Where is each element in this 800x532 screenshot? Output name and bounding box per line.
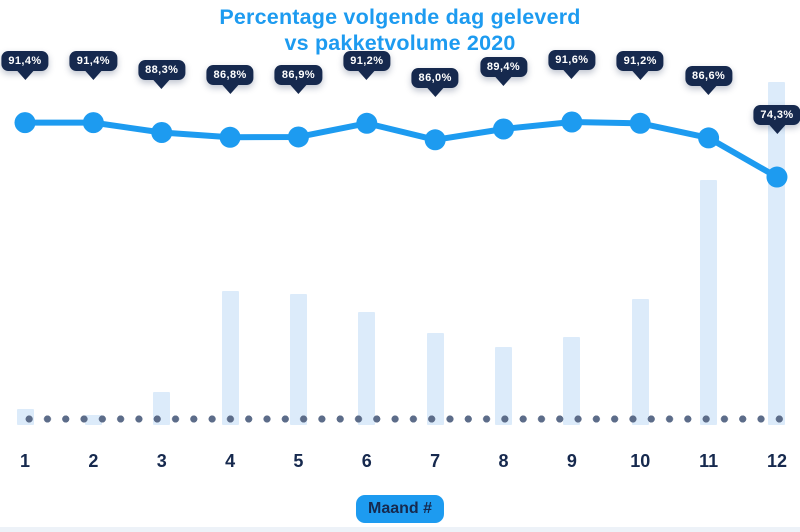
month-label-9: 9: [566, 451, 577, 471]
data-point-month-7: [424, 129, 446, 151]
data-point-month-6: [356, 112, 378, 134]
volume-bar-month-6: [358, 312, 376, 425]
value-tooltip-month-12: 74,3%: [753, 105, 800, 125]
month-label-1: 1: [19, 451, 31, 471]
value-tooltip-month-11: 86,6%: [684, 65, 733, 86]
data-point-month-3: [151, 121, 173, 143]
data-point-month-11: [698, 127, 720, 149]
percentage-polyline: [22, 119, 780, 181]
data-point-month-9: [561, 111, 583, 133]
volume-bar-month-8: [495, 347, 513, 425]
month-label-7: 7: [430, 451, 441, 471]
data-point-month-1: [14, 112, 36, 134]
value-tooltip-month-6: 91,2%: [343, 51, 391, 72]
dotted-baseline: [20, 415, 786, 423]
data-point-month-4: [219, 126, 241, 148]
month-label-5: 5: [293, 451, 304, 471]
data-point-month-12: [766, 166, 788, 188]
data-point-month-8: [493, 118, 515, 140]
month-label-10: 10: [630, 451, 651, 471]
volume-bar-month-5: [289, 293, 307, 425]
value-tooltip-month-9: 91,6%: [548, 50, 596, 70]
value-tooltip-month-1: 91,4%: [1, 50, 49, 71]
chart-title-line1: Percentage volgende dag geleverd: [219, 5, 581, 29]
value-tooltip-month-7: 86,0%: [411, 67, 459, 88]
month-label-11: 11: [699, 451, 719, 471]
value-tooltip-month-10: 91,2%: [616, 51, 664, 72]
month-label-3: 3: [156, 451, 167, 471]
month-label-4: 4: [225, 451, 236, 471]
value-tooltip-month-3: 88,3%: [138, 60, 186, 81]
bottom-strip: [0, 527, 800, 532]
month-axis-badge: Maand #: [355, 495, 445, 523]
data-point-month-2: [82, 112, 104, 134]
value-tooltip-month-4: 86,8%: [206, 65, 254, 86]
volume-bar-month-9: [563, 336, 581, 425]
month-label-6: 6: [361, 451, 372, 471]
month-label-8: 8: [498, 451, 509, 471]
month-label-12: 12: [766, 451, 787, 471]
value-tooltip-month-8: 89,4%: [479, 56, 528, 77]
value-tooltip-month-2: 91,4%: [69, 50, 117, 71]
volume-bar-month-4: [221, 290, 239, 425]
month-label-2: 2: [88, 451, 99, 471]
value-tooltip-month-5: 86,9%: [274, 64, 323, 85]
volume-bar-month-7: [426, 333, 444, 425]
volume-bar-month-11: [700, 180, 718, 425]
chart-title: Percentage volgende dag geleverd vs pakk…: [0, 4, 800, 56]
chart-title-line2: vs pakketvolume 2020: [284, 31, 516, 55]
data-point-month-10: [629, 112, 651, 134]
volume-bar-month-10: [631, 299, 649, 425]
data-point-month-5: [287, 126, 309, 148]
